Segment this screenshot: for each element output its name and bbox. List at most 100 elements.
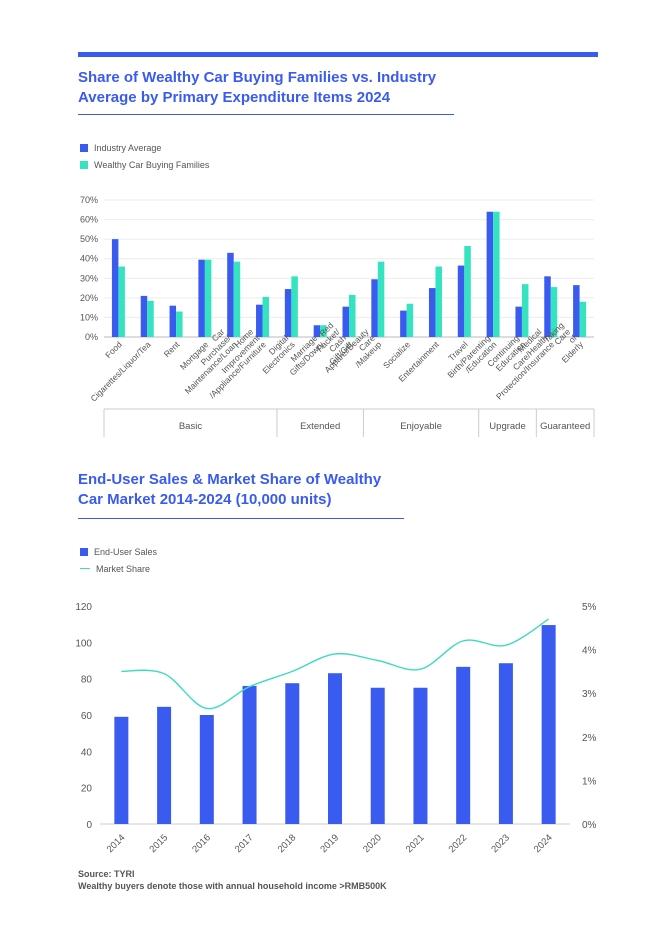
legend-item-wealthy: Wealthy Car Buying Families <box>80 156 209 173</box>
chart2-xtick-label: 2018 <box>276 832 299 855</box>
chart1-ytick-label: 10% <box>80 312 98 322</box>
chart1-bar-industry <box>371 279 378 337</box>
chart2-title-line1: End-User Sales & Market Share of Wealthy <box>78 471 382 488</box>
chart1-bar-industry <box>284 289 292 337</box>
chart2-ytick-left-label: 80 <box>81 675 93 686</box>
chart1-bar-industry <box>400 310 407 337</box>
chart1-bar-wealthy <box>262 296 270 337</box>
chart1-group-label: Basic <box>179 421 202 432</box>
chart2-bar-sales <box>328 673 342 824</box>
chart2-bar-sales <box>285 683 300 824</box>
chart1-bar-wealthy <box>349 294 356 337</box>
chart2-ytick-right-label: 1% <box>582 776 597 787</box>
chart1-bar-wealthy <box>147 300 154 337</box>
legend-swatch-wealthy <box>80 160 88 169</box>
chart2-ytick-left-label: 120 <box>75 602 92 613</box>
chart1-bar-industry <box>198 259 205 337</box>
chart1-ytick-label: 0% <box>85 332 98 342</box>
chart2-bar-sales <box>498 663 513 824</box>
chart1-group-label: Enjoyable <box>400 421 442 432</box>
chart2-xtick-label: 2022 <box>447 832 470 855</box>
chart2-title: End-User Sales & Market Share of Wealthy… <box>78 470 381 510</box>
chart2-title-rule <box>78 518 404 519</box>
legend-label-sales: End-User Sales <box>94 546 158 557</box>
chart2-bar-sales <box>541 625 556 824</box>
legend-swatch-share <box>80 568 90 569</box>
chart2-bar-sales <box>370 687 385 824</box>
chart2-line-market-share <box>121 618 550 710</box>
chart1-ytick-label: 30% <box>80 273 98 283</box>
chart1-bar-industry <box>227 252 234 337</box>
chart1-group-label: Extended <box>300 421 340 432</box>
chart1-bar-wealthy <box>521 284 529 337</box>
chart1-bar-industry <box>573 285 580 337</box>
chart1-title-rule <box>78 114 454 115</box>
chart2-ytick-left-label: 100 <box>75 638 92 649</box>
legend-item-industry: Industry Average <box>80 139 209 156</box>
chart1-bar-wealthy <box>204 259 212 337</box>
chart1-bar-industry <box>486 211 494 337</box>
chart2-ytick-left-label: 0 <box>86 820 92 831</box>
chart2-ytick-right-label: 3% <box>582 689 597 700</box>
legend-swatch-sales <box>80 547 88 556</box>
chart2-bar-sales <box>456 666 471 824</box>
chart1-bar-industry <box>169 305 177 337</box>
chart1-svg: 0%10%20%30%40%50%60%70%FoodCigarettes/Li… <box>80 195 595 437</box>
chart2-ytick-left-label: 40 <box>81 747 93 758</box>
chart1-bar-wealthy <box>579 301 587 337</box>
chart2-bar-sales <box>199 715 214 824</box>
chart1-ytick-label: 60% <box>80 215 98 225</box>
source-note: Source: TYRI Wealthy buyers denote those… <box>78 868 387 892</box>
chart1-group-label: Upgrade <box>489 421 525 432</box>
chart2-title-line2: Car Market 2014-2024 (10,000 units) <box>78 491 332 508</box>
chart1-bar-wealthy <box>377 261 385 337</box>
chart1-title-line2: Average by Primary Expenditure Items 202… <box>78 89 391 106</box>
chart2-xtick-label: 2017 <box>233 832 256 855</box>
chart2-ytick-right-label: 5% <box>582 602 597 613</box>
chart2-xtick-label: 2023 <box>489 832 512 855</box>
chart1-ytick-label: 20% <box>80 293 98 303</box>
chart2-bar-sales <box>114 716 129 824</box>
chart1-title-line1: Share of Wealthy Car Buying Families vs.… <box>78 69 437 86</box>
chart1-bar-industry <box>515 306 522 337</box>
chart2-xtick-label: 2020 <box>361 832 384 855</box>
chart2-xtick-label: 2021 <box>404 832 427 855</box>
chart1-ytick-label: 70% <box>80 195 98 205</box>
chart1-bar-wealthy <box>118 266 125 337</box>
chart1-bar-industry <box>313 325 321 337</box>
chart1-bar-wealthy <box>464 245 471 337</box>
chart1-bar-industry <box>140 295 148 337</box>
source-text: Source: TYRI <box>78 869 135 879</box>
chart2-ytick-right-label: 2% <box>582 733 597 744</box>
chart1-bar-industry <box>111 239 119 337</box>
legend-label-share: Market Share <box>96 563 151 574</box>
footnote-text: Wealthy buyers denote those with annual … <box>78 881 387 891</box>
legend-label-wealthy: Wealthy Car Buying Families <box>94 159 210 170</box>
chart1-bar-industry <box>428 288 436 337</box>
chart2-xtick-label: 2024 <box>532 832 555 855</box>
chart1-ytick-label: 40% <box>80 254 98 264</box>
chart2-bar-sales <box>413 687 428 824</box>
chart1-bar-industry <box>342 306 349 337</box>
chart1-legend: Industry Average Wealthy Car Buying Fami… <box>80 139 209 173</box>
chart1-bar-wealthy <box>320 325 327 337</box>
chart1-xtick-label-part: Rent <box>162 339 182 359</box>
chart1-title: Share of Wealthy Car Buying Families vs.… <box>78 68 436 108</box>
legend-item-sales: End-User Sales <box>80 543 157 560</box>
chart1-xtick-label: Rent <box>162 339 182 359</box>
chart1-bar-industry <box>457 265 465 337</box>
chart2-legend: End-User Sales Market Share <box>80 543 157 577</box>
chart2-bar-sales <box>242 685 257 824</box>
chart2-xtick-label: 2019 <box>318 832 341 855</box>
chart2-ytick-left-label: 20 <box>81 784 93 795</box>
top-accent-rule <box>78 52 598 57</box>
chart1-group-label: Guaranteed <box>540 421 590 432</box>
chart1-bar-industry <box>544 276 551 337</box>
chart1-bar-wealthy <box>233 261 241 337</box>
chart1-bar-wealthy <box>291 276 298 337</box>
chart1-bar-wealthy <box>550 287 558 337</box>
chart1-ytick-label: 50% <box>80 234 98 244</box>
chart1-bar-wealthy <box>435 266 442 337</box>
chart2-xtick-label: 2015 <box>147 832 170 855</box>
chart2-bar-sales <box>157 706 172 824</box>
